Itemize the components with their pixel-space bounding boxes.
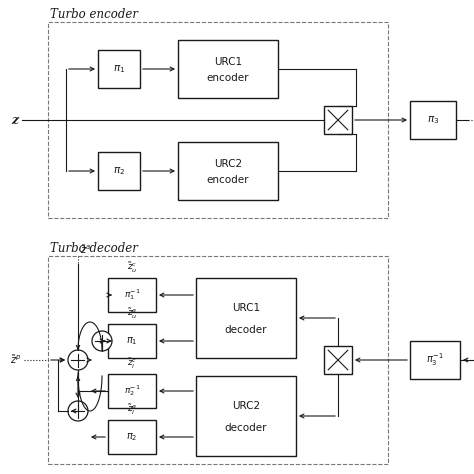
Bar [48,22,388,218]
Text: Turbo encoder: Turbo encoder [50,8,138,20]
Circle shape [92,331,112,351]
Text: $\tilde{z}_u^a$: $\tilde{z}_u^a$ [127,307,137,321]
Text: $\pi_1^{-1}$: $\pi_1^{-1}$ [124,288,140,302]
Text: $\tilde{z}_l^c$: $\tilde{z}_l^c$ [127,357,137,371]
Text: decoder: decoder [225,325,267,335]
Circle shape [68,401,88,421]
Bar [324,346,352,374]
Bar [48,256,388,464]
Text: $\tilde{z}_u^c$: $\tilde{z}_u^c$ [127,261,137,275]
Bar [108,278,156,312]
Bar [410,341,460,379]
Text: URC1: URC1 [232,303,260,313]
Bar [98,50,140,88]
Text: encoder: encoder [207,73,249,82]
Bar [410,101,456,139]
Text: URC1: URC1 [214,57,242,67]
Bar [108,324,156,358]
Text: Turbo decoder: Turbo decoder [50,241,138,255]
Text: $\tilde{z}^a$: $\tilde{z}^a$ [80,243,91,256]
Text: decoder: decoder [225,423,267,433]
Circle shape [68,350,88,370]
Text: $\tilde{z}_l^a$: $\tilde{z}_l^a$ [127,403,137,417]
Text: $\pi_2^{-1}$: $\pi_2^{-1}$ [124,383,140,399]
Text: URC2: URC2 [214,159,242,169]
Text: z: z [11,113,18,127]
Text: $\pi_3^{-1}$: $\pi_3^{-1}$ [426,352,444,368]
Text: encoder: encoder [207,175,249,185]
Bar [178,40,278,98]
Bar [108,374,156,408]
Bar [98,152,140,190]
Text: $\pi_1$: $\pi_1$ [113,63,125,75]
Bar [196,278,296,358]
Bar [324,106,352,134]
Bar [196,376,296,456]
Text: $\pi_1$: $\pi_1$ [126,335,138,347]
Bar [108,420,156,454]
Text: $\pi_3$: $\pi_3$ [427,114,439,126]
Text: $\pi_2$: $\pi_2$ [113,165,125,177]
Text: $\pi_2$: $\pi_2$ [126,431,138,443]
Text: URC2: URC2 [232,401,260,411]
Text: $\tilde{z}^p$: $\tilde{z}^p$ [10,354,21,366]
Bar [178,142,278,200]
